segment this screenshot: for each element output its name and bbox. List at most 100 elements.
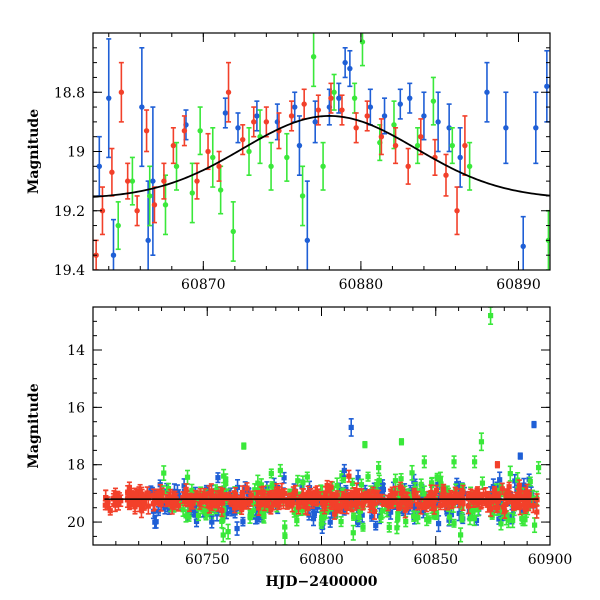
band-point-series-2 bbox=[457, 527, 464, 543]
data-point-series-3 bbox=[134, 195, 140, 227]
data-point-series-3 bbox=[251, 106, 257, 138]
data-point-series-1 bbox=[484, 61, 490, 123]
data-point-series-1 bbox=[407, 82, 413, 114]
data-point-series-2 bbox=[430, 76, 437, 126]
band-point-series-1 bbox=[153, 514, 159, 529]
data-point-series-2 bbox=[230, 201, 236, 262]
band-point-series-2 bbox=[374, 479, 380, 490]
data-point-series-2 bbox=[320, 141, 326, 191]
data-point-series-1 bbox=[457, 127, 463, 188]
data-point-series-1 bbox=[381, 97, 388, 135]
data-point-series-1 bbox=[336, 82, 342, 114]
top-panel-light-curve-zoom: 60870 60880 60890 18.8 19 19.2 19.4 Magnitude bbox=[26, 32, 551, 293]
band-point-series-2 bbox=[319, 511, 325, 524]
bottom-x-axis-title: HJD−2400000 bbox=[266, 574, 378, 590]
band-point-series-3 bbox=[333, 493, 339, 510]
x-tick-label: 60800 bbox=[299, 552, 344, 568]
bottom-panel-full-light-curve: 60750 60800 60850 60900 14 16 18 20 Magnitude H… bbox=[26, 306, 573, 590]
band-point-series-1 bbox=[234, 521, 240, 536]
outlier-point bbox=[341, 463, 347, 477]
outlier-point bbox=[398, 438, 405, 446]
band-point-series-3 bbox=[347, 496, 353, 512]
data-point-series-2 bbox=[115, 201, 121, 251]
data-point-series-1 bbox=[446, 103, 452, 153]
outlier-point bbox=[517, 452, 523, 460]
band-point-series-2 bbox=[459, 514, 465, 523]
data-point-series-1 bbox=[106, 38, 112, 159]
band-point-series-3 bbox=[285, 493, 291, 508]
band-point-series-2 bbox=[304, 471, 310, 483]
x-tick-label: 60900 bbox=[528, 552, 573, 568]
data-point-series-2 bbox=[466, 141, 473, 191]
band-point-series-3 bbox=[158, 490, 164, 505]
band-point-series-3 bbox=[274, 483, 280, 499]
band-point-series-3 bbox=[295, 499, 302, 515]
band-point-series-3 bbox=[523, 486, 529, 504]
data-point-series-1 bbox=[235, 112, 241, 144]
data-point-series-2 bbox=[129, 156, 136, 206]
band-point-series-3 bbox=[244, 482, 250, 495]
data-point-series-1 bbox=[397, 88, 403, 120]
data-point-series-1 bbox=[110, 218, 117, 270]
band-point-series-2 bbox=[507, 465, 513, 482]
band-point-series-1 bbox=[240, 516, 246, 527]
outlier-point bbox=[531, 420, 537, 429]
data-point-series-2 bbox=[299, 165, 306, 227]
data-point-series-3 bbox=[161, 162, 167, 200]
outlier-point bbox=[394, 521, 400, 535]
bottom-plot-area bbox=[102, 307, 542, 545]
data-point-series-1 bbox=[296, 115, 303, 176]
bottom-y-axis-title: Magnitude bbox=[26, 383, 42, 468]
data-point-series-3 bbox=[328, 82, 334, 114]
data-point-series-2 bbox=[147, 165, 153, 227]
data-point-series-3 bbox=[454, 186, 460, 236]
data-point-series-2 bbox=[331, 73, 337, 111]
data-point-series-3 bbox=[109, 147, 115, 197]
data-point-series-2 bbox=[217, 165, 224, 215]
band-point-series-1 bbox=[310, 511, 317, 527]
data-point-series-3 bbox=[392, 127, 399, 165]
band-point-series-3 bbox=[433, 484, 439, 497]
outlier-point bbox=[478, 432, 485, 452]
band-point-series-3 bbox=[459, 495, 465, 506]
y-tick-label: 16 bbox=[67, 400, 85, 416]
band-point-series-1 bbox=[281, 471, 287, 484]
data-point-series-3 bbox=[462, 115, 468, 176]
y-tick-label: 18.8 bbox=[54, 85, 85, 101]
x-tick-label: 60890 bbox=[496, 277, 541, 293]
data-point-series-2 bbox=[449, 127, 455, 165]
data-point-series-1 bbox=[342, 47, 348, 79]
outlier-point bbox=[209, 515, 215, 529]
bottom-axis-ticks: 60750 60800 60850 60900 14 16 18 20 bbox=[67, 306, 573, 568]
data-point-series-3 bbox=[301, 88, 307, 120]
top-y-axis-title: Magnitude bbox=[26, 109, 42, 194]
band-point-series-2 bbox=[386, 522, 392, 533]
outlier-point bbox=[451, 455, 457, 469]
band-point-series-3 bbox=[261, 497, 268, 512]
data-point-series-3 bbox=[364, 100, 370, 132]
band-point-series-3 bbox=[206, 500, 212, 514]
band-point-series-2 bbox=[220, 527, 226, 543]
y-tick-label: 19.2 bbox=[54, 204, 85, 220]
outlier-point bbox=[421, 455, 427, 469]
band-point-series-3 bbox=[163, 494, 169, 508]
data-point-series-3 bbox=[143, 109, 150, 153]
x-tick-label: 60880 bbox=[339, 277, 384, 293]
data-point-series-1 bbox=[150, 106, 156, 256]
band-point-series-2 bbox=[365, 471, 371, 482]
band-point-series-3 bbox=[506, 481, 512, 492]
data-point-series-3 bbox=[216, 150, 222, 182]
data-point-series-1 bbox=[347, 49, 353, 88]
data-point-series-3 bbox=[353, 112, 359, 144]
data-point-series-2 bbox=[391, 100, 397, 150]
band-point-series-2 bbox=[195, 509, 202, 522]
data-point-series-3 bbox=[99, 186, 106, 236]
y-tick-label: 19 bbox=[67, 145, 85, 161]
band-point-series-3 bbox=[370, 486, 376, 497]
band-point-series-3 bbox=[411, 487, 417, 497]
data-point-series-3 bbox=[170, 127, 177, 165]
top-plot-area bbox=[93, 33, 550, 270]
band-point-series-3 bbox=[437, 500, 443, 511]
band-point-series-1 bbox=[327, 516, 333, 528]
